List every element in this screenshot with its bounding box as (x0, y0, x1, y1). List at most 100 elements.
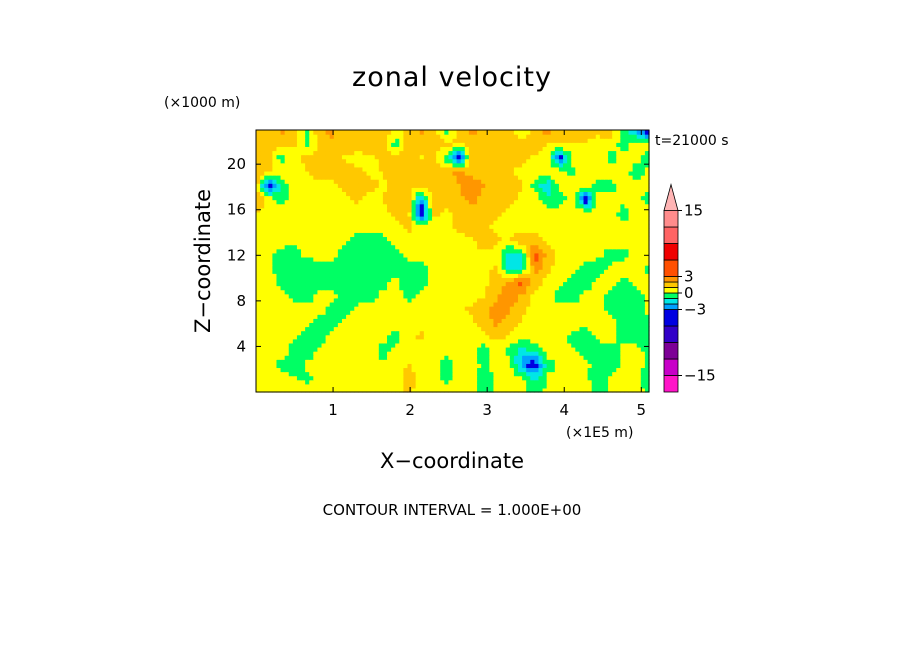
field-cell (427, 310, 433, 315)
field-cell (260, 334, 265, 340)
field-cell (366, 375, 372, 381)
field-cell (452, 306, 458, 311)
field-cell (501, 306, 507, 311)
field-cell (583, 338, 589, 344)
field-cell (550, 367, 556, 373)
field-cell (538, 293, 544, 299)
field-cell (591, 359, 597, 364)
field-cell (456, 375, 462, 381)
field-cell (587, 199, 593, 205)
field-cell (505, 334, 511, 340)
field-cell (493, 191, 499, 197)
field-cell (301, 306, 306, 311)
field-cell (276, 310, 282, 315)
field-cell (350, 306, 355, 311)
field-cell (554, 248, 560, 254)
field-cell (436, 215, 441, 221)
field-cell (563, 256, 568, 262)
field-cell (276, 232, 282, 238)
field-cell (583, 379, 589, 385)
field-cell (534, 191, 540, 197)
field-cell (636, 244, 642, 250)
field-cell (325, 367, 331, 373)
field-cell (608, 277, 613, 283)
field-cell (591, 293, 597, 299)
field-cell (583, 269, 589, 274)
field-cell (546, 334, 552, 340)
field-cell (493, 207, 499, 213)
field-cell (505, 256, 511, 262)
field-cell (399, 387, 404, 393)
field-cell (407, 334, 413, 340)
field-cell (599, 187, 605, 192)
field-cell (452, 228, 458, 233)
field-cell (485, 322, 490, 328)
field-cell (268, 346, 273, 352)
field-cell (256, 244, 261, 250)
field-cell (464, 269, 470, 274)
field-cell (415, 195, 421, 201)
field-cell (546, 203, 552, 209)
field-cell (346, 375, 351, 381)
field-cell (460, 277, 466, 283)
field-cell (395, 273, 400, 278)
field-cell (272, 363, 278, 369)
field-cell (477, 265, 482, 270)
field-cell (526, 342, 531, 348)
field-cell (513, 338, 519, 344)
field-cell (518, 314, 523, 319)
field-cell (354, 342, 359, 348)
field-cell (415, 342, 421, 348)
field-cell (608, 244, 613, 250)
field-cell (591, 351, 597, 356)
field-cell (485, 215, 490, 221)
field-cell (497, 256, 503, 262)
field-cell (534, 269, 540, 274)
field-cell (558, 334, 564, 340)
field-cell (550, 261, 556, 266)
field-cell (313, 232, 318, 238)
field-cell (301, 375, 306, 381)
field-cell (472, 187, 478, 192)
field-cell (337, 187, 343, 192)
field-cell (395, 215, 400, 221)
field-cell (374, 318, 380, 323)
field-cell (350, 265, 355, 270)
field-cell (599, 363, 605, 369)
field-cell (468, 351, 474, 356)
field-cell (644, 228, 650, 233)
field-cell (620, 269, 626, 274)
field-cell (530, 187, 535, 192)
field-cell (452, 248, 458, 254)
field-cell (571, 281, 576, 287)
field-cell (530, 261, 535, 266)
field-cell (497, 195, 503, 201)
field-cell (513, 293, 519, 299)
field-cell (571, 269, 576, 274)
field-cell (546, 301, 552, 307)
field-cell (325, 342, 331, 348)
field-cell (374, 285, 380, 291)
field-cell (452, 269, 458, 274)
field-cell (272, 334, 278, 340)
field-cell (485, 371, 490, 377)
field-cell (370, 334, 376, 340)
field-cell (370, 293, 376, 299)
field-cell (477, 293, 482, 299)
field-cell (313, 195, 318, 201)
field-cell (337, 351, 343, 356)
field-cell (350, 351, 355, 356)
field-cell (280, 289, 286, 295)
field-cell (301, 220, 306, 225)
field-cell (325, 297, 331, 303)
field-cell (522, 363, 527, 369)
field-cell (354, 371, 359, 377)
field-cell (456, 236, 462, 242)
field-cell (579, 310, 585, 315)
field-cell (313, 367, 318, 373)
field-cell (333, 363, 339, 369)
field-cell (411, 232, 417, 238)
field-cell (411, 297, 417, 303)
field-cell (538, 314, 544, 319)
field-cell (280, 301, 286, 307)
